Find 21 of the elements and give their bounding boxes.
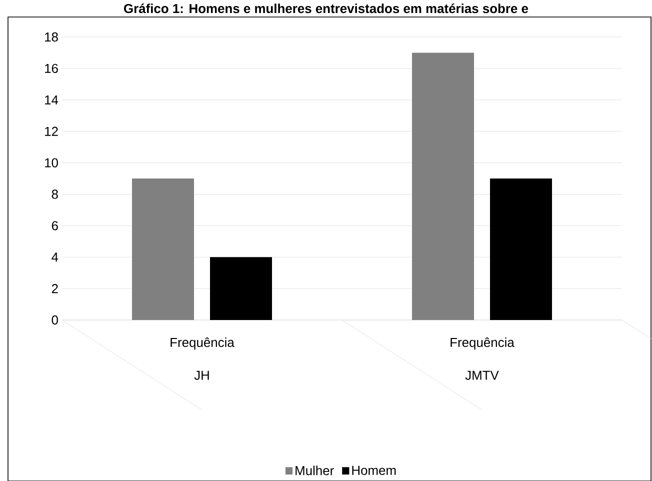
bar [412, 52, 474, 320]
y-tick-label: 8 [52, 190, 58, 199]
y-tick-label: 14 [45, 95, 58, 104]
y-tick-label: 12 [45, 126, 58, 136]
y-tick-label: 16 [45, 64, 58, 74]
y-tick-label: 2 [52, 284, 58, 294]
chart-title: Gráfico 1: Homens e mulheres entrevistados em matérias sobre e [124, 4, 528, 14]
y-tick-label: 10 [45, 158, 58, 168]
y-tick-label: 18 [45, 32, 58, 42]
text: Frequência [450, 337, 514, 350]
y-tick-label: 0 [52, 315, 58, 325]
legend-label: Homem [352, 466, 396, 475]
bar [210, 257, 272, 320]
y-tick-label: 6 [52, 221, 58, 230]
y-tick-label: 4 [52, 252, 58, 262]
legend-label: Mulher [296, 466, 334, 476]
bar [132, 178, 194, 320]
bar [490, 178, 552, 320]
x-tick-label: JMTV [465, 370, 499, 380]
text: Frequência [170, 337, 234, 350]
x-tick-label: JH [194, 370, 209, 380]
